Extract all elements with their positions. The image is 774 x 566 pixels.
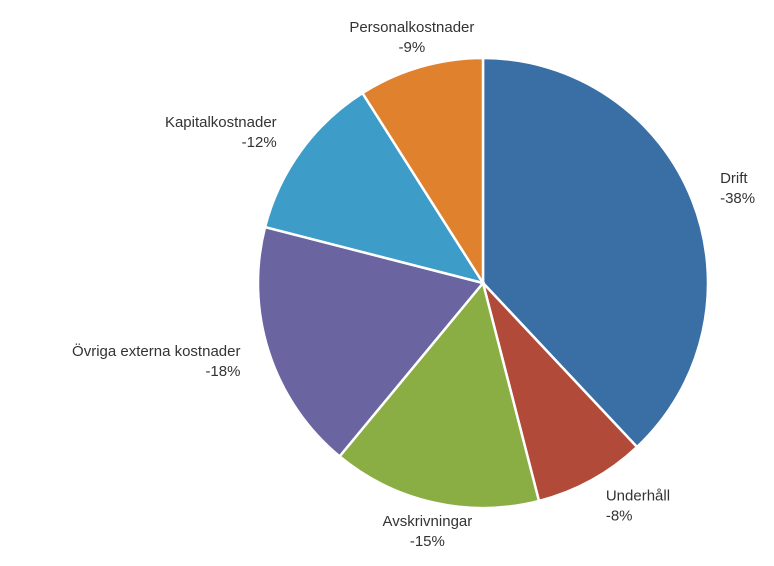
pie-slice [337,280,541,510]
pie-slice [481,56,710,449]
slice-value-label: -12% [242,134,277,151]
slice-value-label: -18% [205,363,240,380]
pie-slice [263,91,486,285]
slice-label: Drift [720,170,748,187]
slice-value-label: -8% [606,507,633,524]
pie-slice [256,225,486,459]
slice-label: Övriga externa kostnader [72,342,240,360]
slice-label: Kapitalkostnader [165,114,277,131]
pie-slice [481,282,639,503]
slice-value-label: -9% [399,39,426,56]
slice-label: Personalkostnader [349,19,474,36]
slice-value-label: -15% [410,533,445,550]
pie-slice [360,56,485,288]
slice-label: Underhåll [606,487,670,504]
slice-value-label: -38% [720,190,755,207]
slice-label: Avskrivningar [382,513,472,530]
